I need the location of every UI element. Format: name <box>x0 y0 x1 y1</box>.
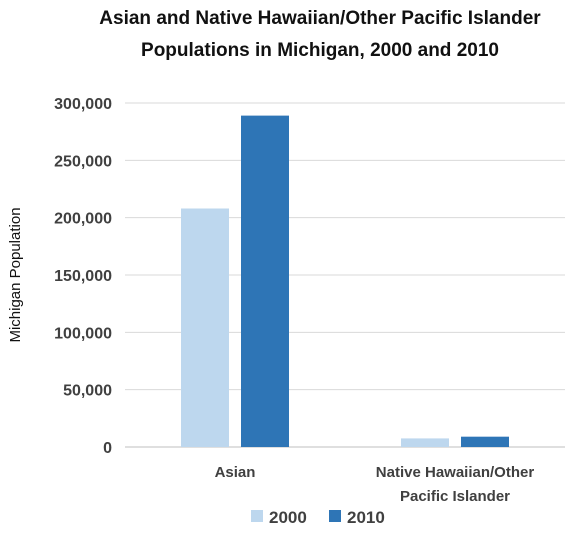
bar-2010 <box>461 436 509 447</box>
legend-label-2000: 2000 <box>269 508 307 527</box>
y-tick-label: 250,000 <box>54 153 112 170</box>
y-tick-label: 150,000 <box>54 268 112 285</box>
y-tick-label: 300,000 <box>54 96 112 113</box>
y-tick-label: 50,000 <box>63 383 112 400</box>
legend-swatch-2000 <box>251 510 263 522</box>
y-tick-label: 200,000 <box>54 211 112 228</box>
chart-title-line-2: Populations in Michigan, 2000 and 2010 <box>141 40 499 61</box>
legend-label-2010: 2010 <box>347 508 385 527</box>
plot-area: 0 50,000 100,000 150,000 200,000 250,000 300,0… <box>54 96 565 505</box>
bar-2000 <box>401 438 449 447</box>
bar-2010 <box>241 115 289 447</box>
legend-swatch-2010 <box>329 510 341 522</box>
x-category-label: Asian <box>215 464 256 481</box>
bar-2000 <box>181 208 229 447</box>
legend: 2000 2010 <box>251 508 385 527</box>
x-category-label: Pacific Islander <box>400 488 510 505</box>
x-category-label: Native Hawaiian/Other <box>376 464 535 481</box>
chart-title-line-1: Asian and Native Hawaiian/Other Pacific … <box>99 8 541 29</box>
y-axis-label: Michigan Population <box>7 207 24 342</box>
y-tick-label: 0 <box>103 440 112 457</box>
y-tick-label: 100,000 <box>54 325 112 342</box>
